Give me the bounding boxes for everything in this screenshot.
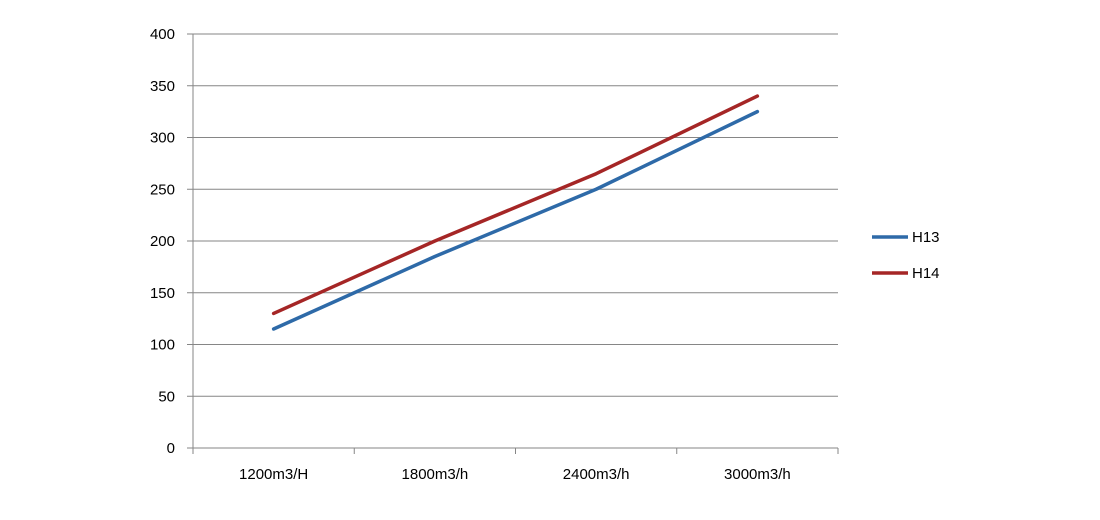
x-tick-label: 1200m3/H: [239, 466, 308, 483]
legend-label: H13: [912, 229, 940, 246]
y-tick-label: 50: [158, 388, 175, 405]
gridlines: [193, 33, 838, 397]
x-tick-label: 1800m3/h: [402, 466, 469, 483]
y-tick-label: 250: [150, 181, 175, 198]
series-line-h14: [271, 94, 760, 316]
y-tick-label: 350: [150, 78, 175, 95]
y-tick-label: 100: [150, 337, 175, 354]
x-tick-label: 3000m3/h: [724, 466, 791, 483]
y-tick-label: 200: [150, 233, 175, 250]
x-axis-ticks: 1200m3/H 1800m3/h 2400m3/h 3000m3/h: [239, 466, 791, 483]
y-axis-ticks: 0 50 100 150 200 250 300 350 400: [150, 26, 175, 457]
y-tick-label: 400: [150, 26, 175, 43]
x-tick-label: 2400m3/h: [563, 466, 630, 483]
y-tick-label: 150: [150, 285, 175, 302]
series-lines: [271, 94, 760, 331]
y-tick-label: 300: [150, 130, 175, 147]
series-line-h13: [271, 109, 760, 331]
axes: [187, 33, 839, 454]
legend-label: H14: [912, 265, 940, 282]
legend: H13 H14: [872, 229, 940, 282]
y-tick-label: 0: [167, 440, 175, 457]
